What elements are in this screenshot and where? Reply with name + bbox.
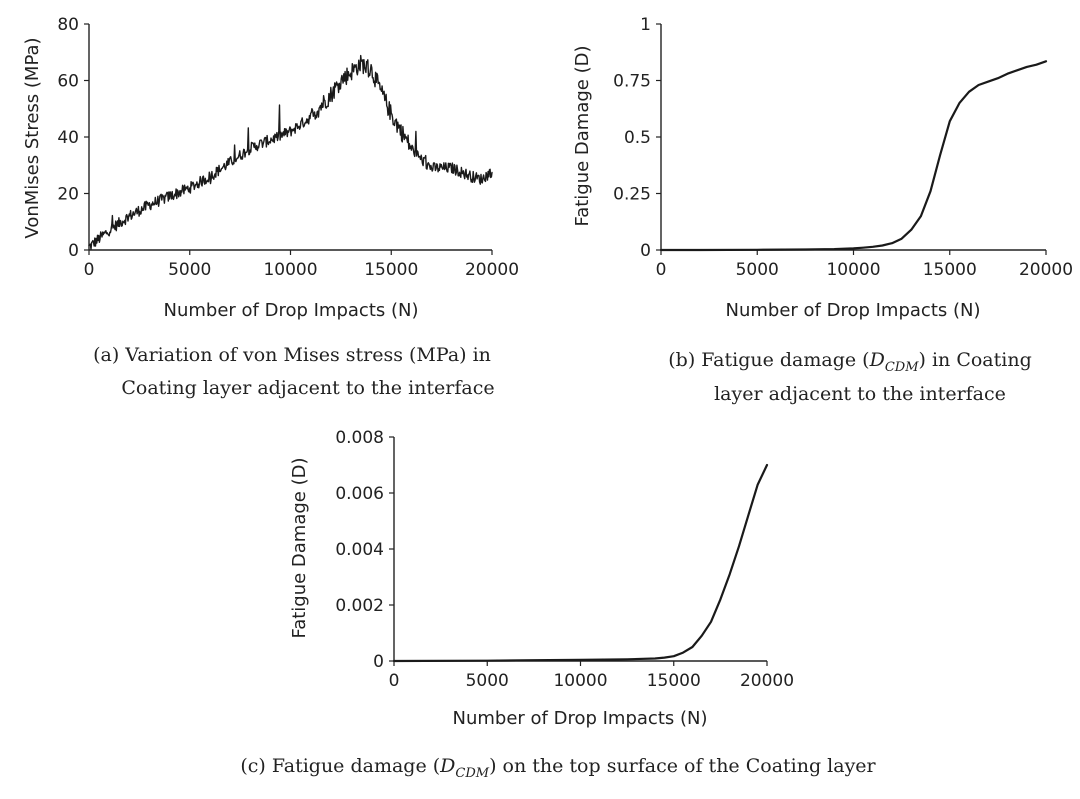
caption-a-line2: Coating layer adjacent to the interface <box>121 377 494 399</box>
chart-b-x-tick-label: 0 <box>656 260 667 280</box>
chart-a-plot <box>88 54 493 250</box>
chart-a-x-tick-label: 5000 <box>168 260 211 280</box>
chart-b-x-tick-label: 5000 <box>736 260 779 280</box>
chart-c-x-tick-label: 15000 <box>647 671 701 691</box>
chart-c-y-tick-label: 0.008 <box>335 428 384 448</box>
caption-b-pre: (b) Fatigue damage ( <box>668 349 869 371</box>
chart-a-y-tick-label: 20 <box>57 185 79 205</box>
chart-a-y-tick-label: 60 <box>57 72 79 92</box>
caption-b-math-sub: CDM <box>885 360 919 375</box>
chart-a-axes: 0 5000 10000 15000 20000 0 20 40 60 80 <box>57 15 519 280</box>
caption-c-post: ) on the top surface of the Coating laye… <box>489 755 876 777</box>
chart-b-series-line <box>659 60 1048 252</box>
chart-b-xlabel: Number of Drop Impacts (N) <box>726 300 981 321</box>
chart-c-y-tick-label: 0 <box>373 652 384 672</box>
chart-c-y-tick-label: 0.002 <box>335 596 384 616</box>
chart-b: 0 5000 10000 15000 20000 0 0.25 0.5 0.75 1 Number… <box>572 15 1073 321</box>
caption-b-math: D <box>869 349 885 371</box>
chart-c-x-tick-label: 10000 <box>553 671 607 691</box>
chart-c-x-tick-label: 5000 <box>466 671 509 691</box>
chart-b-x-tick-label: 10000 <box>826 260 880 280</box>
chart-b-x-tick-label: 20000 <box>1019 260 1073 280</box>
chart-b-y-tick-label: 1 <box>640 15 651 35</box>
chart-a-y-tick-label: 40 <box>57 128 79 148</box>
chart-c-series-line <box>392 463 769 663</box>
chart-c-xlabel: Number of Drop Impacts (N) <box>453 708 708 729</box>
chart-b-plot <box>659 60 1048 252</box>
caption-c-math: D <box>439 755 455 777</box>
chart-c: 0 5000 10000 15000 20000 0 0.002 0.004 0.006 0.00… <box>289 428 794 729</box>
caption-b-post: ) in Coating <box>919 349 1032 371</box>
caption-b-line1: (b) Fatigue damage (DCDM) in Coating <box>668 349 1032 375</box>
caption-c-math-sub: CDM <box>455 766 489 781</box>
chart-c-y-tick-label: 0.006 <box>335 484 384 504</box>
chart-b-y-tick-label: 0.25 <box>613 185 651 205</box>
chart-b-y-tick-label: 0.75 <box>613 72 651 92</box>
chart-c-ylabel: Fatigue Damage (D) <box>289 457 310 638</box>
caption-a-line1: (a) Variation of von Mises stress (MPa) … <box>93 344 491 366</box>
chart-c-x-tick-label: 0 <box>389 671 400 691</box>
chart-a: 0 5000 10000 15000 20000 0 20 40 60 80 Number of … <box>22 15 519 321</box>
chart-b-y-tick-label: 0.5 <box>624 128 651 148</box>
chart-a-xlabel: Number of Drop Impacts (N) <box>164 300 419 321</box>
chart-a-x-tick-label: 10000 <box>263 260 317 280</box>
chart-c-axes: 0 5000 10000 15000 20000 0 0.002 0.004 0.006 0.00… <box>335 428 794 691</box>
chart-c-plot <box>392 463 769 663</box>
chart-a-x-tick-label: 15000 <box>364 260 418 280</box>
caption-c-pre: (c) Fatigue damage ( <box>240 755 440 777</box>
chart-b-axes: 0 5000 10000 15000 20000 0 0.25 0.5 0.75 1 <box>613 15 1073 280</box>
caption-c: (c) Fatigue damage (DCDM) on the top sur… <box>240 755 876 781</box>
chart-a-series-line <box>88 54 493 250</box>
chart-b-ylabel: Fatigue Damage (D) <box>572 45 593 226</box>
chart-c-y-tick-label: 0.004 <box>335 540 384 560</box>
chart-b-y-tick-label: 0 <box>640 241 651 261</box>
chart-a-ylabel: VonMises Stress (MPa) <box>22 37 43 238</box>
chart-a-y-tick-label: 80 <box>57 15 79 35</box>
caption-b-line2: layer adjacent to the interface <box>714 383 1006 405</box>
chart-a-x-tick-label: 20000 <box>465 260 519 280</box>
chart-c-x-tick-label: 20000 <box>740 671 794 691</box>
chart-b-x-tick-label: 15000 <box>923 260 977 280</box>
chart-a-x-tick-label: 0 <box>84 260 95 280</box>
chart-a-y-tick-label: 0 <box>68 241 79 261</box>
